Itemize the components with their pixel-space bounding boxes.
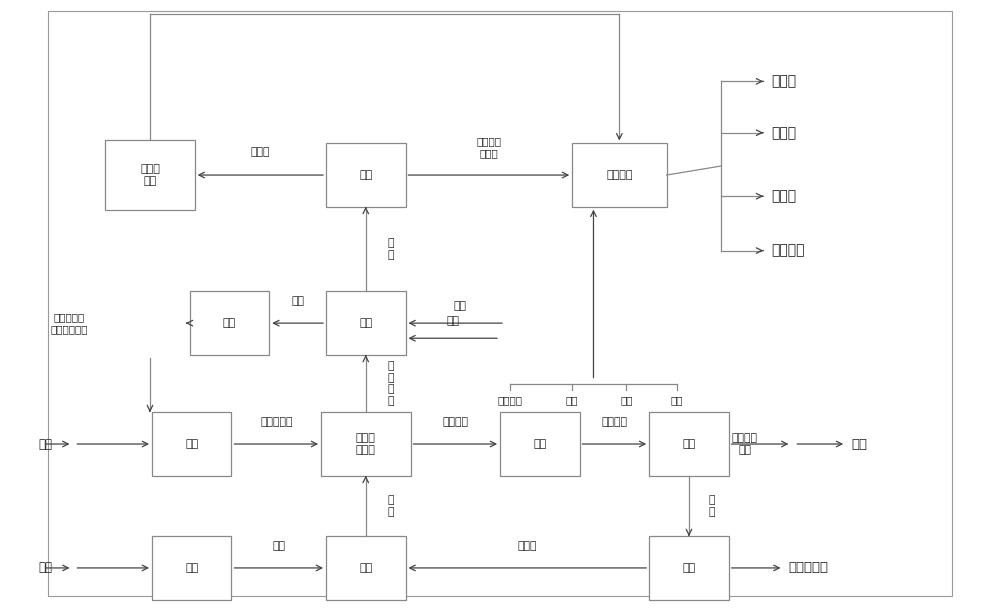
Text: 二氧化碳: 二氧化碳: [497, 396, 522, 406]
Text: 气
硫: 气 硫: [388, 495, 394, 517]
Text: 硫酸: 硫酸: [851, 437, 867, 451]
Text: 硫磺: 硫磺: [39, 561, 53, 575]
FancyBboxPatch shape: [190, 292, 269, 355]
FancyBboxPatch shape: [326, 536, 406, 600]
FancyBboxPatch shape: [649, 536, 729, 600]
Text: 二氧化硫
烟气: 二氧化硫 烟气: [732, 433, 758, 455]
FancyBboxPatch shape: [649, 412, 729, 476]
Text: 不溶性硫磺: 不溶性硫磺: [788, 561, 828, 575]
Text: 气相产物: 气相产物: [442, 417, 468, 427]
FancyBboxPatch shape: [321, 412, 411, 476]
Text: 液硫: 液硫: [272, 541, 285, 551]
FancyBboxPatch shape: [152, 412, 231, 476]
Text: 氢氧化钙
悬浊液: 氢氧化钙 悬浊液: [476, 137, 501, 158]
Text: 固相: 固相: [291, 296, 304, 306]
Text: 干燥: 干燥: [223, 318, 236, 328]
Text: 祉酸: 祉酸: [565, 396, 578, 406]
Text: 氯化馒: 氯化馒: [771, 189, 796, 203]
Text: 洗涤: 洗涤: [359, 318, 372, 328]
Text: 盐酸: 盐酸: [620, 396, 633, 406]
FancyBboxPatch shape: [326, 292, 406, 355]
Text: 磷酸: 磷酸: [671, 396, 683, 406]
Text: 流化催
化分解: 流化催 化分解: [356, 433, 376, 455]
Text: 祉酸馒: 祉酸馒: [771, 126, 796, 140]
FancyBboxPatch shape: [572, 143, 667, 207]
Text: 碳酸馒: 碳酸馒: [771, 74, 796, 88]
Text: 气
相: 气 相: [388, 239, 394, 260]
FancyBboxPatch shape: [326, 143, 406, 207]
Text: 混合: 混合: [185, 439, 198, 449]
Text: 石膏: 石膏: [39, 437, 53, 451]
Text: 可溶硫: 可溶硫: [518, 541, 537, 551]
Text: 冷凝: 冷凝: [359, 170, 372, 180]
Text: 液化: 液化: [185, 563, 198, 573]
Text: 克劳斯
反应: 克劳斯 反应: [140, 164, 160, 186]
Text: 尘粉: 尘粉: [446, 316, 459, 326]
Text: 气相产物: 气相产物: [601, 417, 627, 427]
FancyBboxPatch shape: [500, 412, 580, 476]
Text: 固相反应物: 固相反应物: [260, 417, 292, 427]
Text: 气化: 气化: [359, 563, 372, 573]
Text: 蒸汽: 蒸汽: [454, 301, 467, 311]
Text: 金属氧化物
分子筛催化剂: 金属氧化物 分子筛催化剂: [51, 312, 88, 334]
FancyBboxPatch shape: [105, 140, 195, 210]
Text: 中和反应: 中和反应: [606, 170, 633, 180]
Text: 降温: 降温: [682, 439, 696, 449]
Text: 除尘: 除尘: [533, 439, 546, 449]
Text: 硫化氢: 硫化氢: [251, 147, 270, 157]
Text: 硫
磺: 硫 磺: [709, 495, 715, 517]
Text: 固
相
产
物: 固 相 产 物: [388, 361, 394, 406]
Text: 磷酸氢馒: 磷酸氢馒: [771, 243, 804, 257]
FancyBboxPatch shape: [152, 536, 231, 600]
Text: 分离: 分离: [682, 563, 696, 573]
